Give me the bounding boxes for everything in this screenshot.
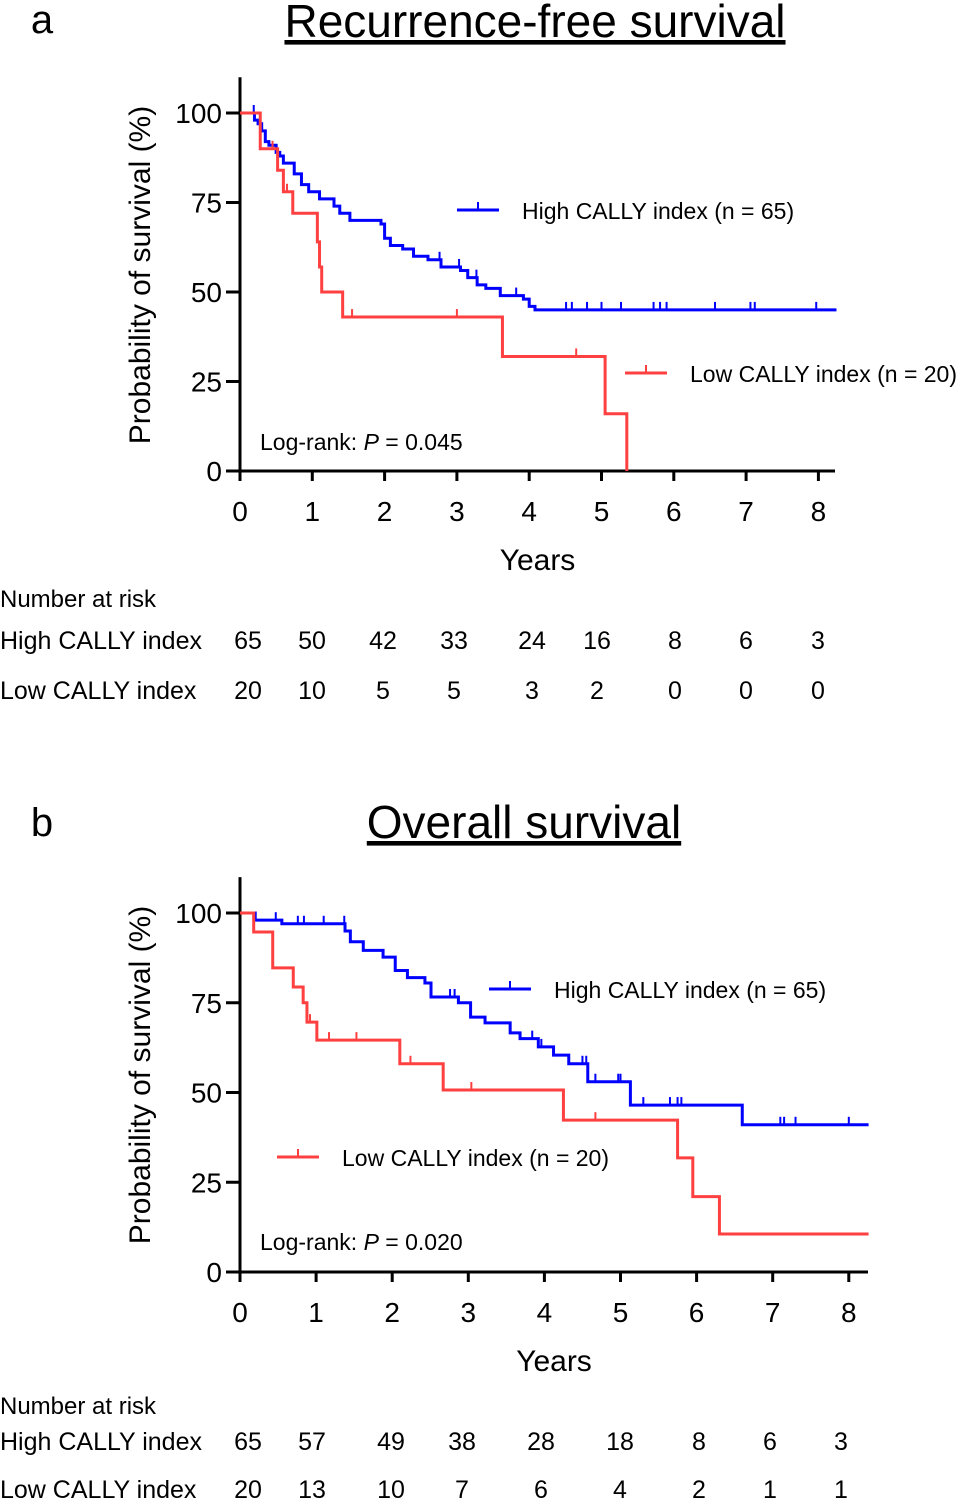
- risk-value: 16: [583, 627, 611, 655]
- risk-row-label: Low CALLY index: [0, 1476, 197, 1501]
- x-tick-label: 6: [689, 1297, 705, 1328]
- risk-value: 10: [377, 1476, 405, 1501]
- y-tick-label: 50: [191, 1078, 222, 1109]
- x-tick-label: 2: [384, 1297, 400, 1328]
- survival-curve-high: [240, 111, 837, 312]
- y-tick-label: 75: [191, 988, 222, 1019]
- x-tick-label: 3: [461, 1297, 477, 1328]
- x-tick-label: 4: [521, 496, 537, 527]
- x-axis-label: Years: [500, 544, 576, 577]
- annotation-p: P: [364, 429, 380, 455]
- risk-value: 28: [527, 1428, 555, 1456]
- risk-value: 50: [298, 627, 326, 655]
- risk-value: 3: [525, 677, 539, 705]
- y-tick-label: 0: [206, 456, 222, 487]
- logrank-annotation: Log-rank: P = 0.045: [260, 429, 463, 455]
- y-tick-label: 100: [175, 898, 222, 929]
- risk-value: 65: [234, 627, 262, 655]
- annotation-prefix: Log-rank:: [260, 429, 364, 455]
- panel-b: b Overall survival 0 1 2 3 4 5 6 7 8 0 25 50 75 100 Prob…: [0, 796, 869, 1501]
- x-tick-label: 8: [841, 1297, 857, 1328]
- x-axis-label: Years: [516, 1345, 592, 1378]
- x-tick-label: 1: [308, 1297, 324, 1328]
- y-tick-label: 75: [191, 188, 222, 219]
- survival-curve-low: [240, 911, 869, 1236]
- risk-value: 2: [590, 677, 604, 705]
- risk-value: 2: [692, 1476, 706, 1501]
- risk-value: 6: [739, 627, 753, 655]
- x-tick-label: 1: [305, 496, 321, 527]
- chart-title: Overall survival: [367, 796, 681, 848]
- y-tick-label: 0: [206, 1257, 222, 1288]
- risk-value: 38: [448, 1428, 476, 1456]
- risk-value: 3: [811, 627, 825, 655]
- x-tick-label: 7: [738, 496, 754, 527]
- risk-value: 0: [668, 677, 682, 705]
- risk-value: 1: [834, 1476, 848, 1501]
- x-tick-label: 7: [765, 1297, 781, 1328]
- risk-value: 5: [447, 677, 461, 705]
- survival-curve-high: [240, 911, 869, 1127]
- survival-curve-low: [240, 111, 629, 471]
- x-tick-label: 5: [613, 1297, 629, 1328]
- panel-label: b: [31, 801, 53, 845]
- risk-value: 7: [455, 1476, 469, 1501]
- chart-title: Recurrence-free survival: [284, 0, 785, 47]
- y-tick-label: 50: [191, 277, 222, 308]
- risk-value: 20: [234, 1476, 262, 1501]
- risk-value: 6: [534, 1476, 548, 1501]
- risk-value: 0: [811, 677, 825, 705]
- risk-table-header: Number at risk: [0, 1393, 157, 1420]
- risk-value: 5: [376, 677, 390, 705]
- x-tick-label: 6: [666, 496, 682, 527]
- risk-value: 10: [298, 677, 326, 705]
- risk-value: 65: [234, 1428, 262, 1456]
- risk-value: 20: [234, 677, 262, 705]
- risk-value: 18: [606, 1428, 634, 1456]
- x-tick-label: 2: [377, 496, 393, 527]
- annotation-p: P: [364, 1229, 380, 1255]
- risk-value: 13: [298, 1476, 326, 1501]
- logrank-annotation: Log-rank: P = 0.020: [260, 1229, 463, 1255]
- y-tick-label: 25: [191, 367, 222, 398]
- annotation-value: = 0.045: [379, 429, 463, 455]
- x-tick-label: 3: [449, 496, 465, 527]
- annotation-value: = 0.020: [379, 1229, 463, 1255]
- y-axis-label: Probability of survival (%): [124, 106, 157, 444]
- x-tick-label: 0: [232, 1297, 248, 1328]
- risk-value: 8: [692, 1428, 706, 1456]
- legend-label: High CALLY index (n = 65): [522, 198, 794, 224]
- risk-value: 8: [668, 627, 682, 655]
- risk-value: 3: [834, 1428, 848, 1456]
- risk-row-label: High CALLY index: [0, 1428, 202, 1456]
- panel-label: a: [31, 0, 54, 42]
- x-tick-label: 5: [594, 496, 610, 527]
- risk-value: 1: [763, 1476, 777, 1501]
- risk-value: 49: [377, 1428, 405, 1456]
- y-tick-label: 25: [191, 1167, 222, 1198]
- risk-value: 42: [369, 627, 397, 655]
- risk-value: 0: [739, 677, 753, 705]
- risk-value: 4: [613, 1476, 627, 1501]
- annotation-prefix: Log-rank:: [260, 1229, 364, 1255]
- risk-value: 24: [518, 627, 546, 655]
- x-tick-label: 8: [811, 496, 827, 527]
- x-tick-label: 4: [537, 1297, 553, 1328]
- y-axis-label: Probability of survival (%): [124, 906, 157, 1244]
- risk-value: 33: [440, 627, 468, 655]
- legend-label: Low CALLY index (n = 20): [342, 1145, 609, 1171]
- y-tick-label: 100: [175, 98, 222, 129]
- x-tick-label: 0: [232, 496, 248, 527]
- risk-table-header: Number at risk: [0, 586, 157, 613]
- risk-value: 6: [763, 1428, 777, 1456]
- legend-label: High CALLY index (n = 65): [554, 977, 826, 1003]
- legend-label: Low CALLY index (n = 20): [690, 361, 957, 387]
- risk-value: 57: [298, 1428, 326, 1456]
- risk-row-label: High CALLY index: [0, 627, 202, 655]
- risk-row-label: Low CALLY index: [0, 677, 197, 705]
